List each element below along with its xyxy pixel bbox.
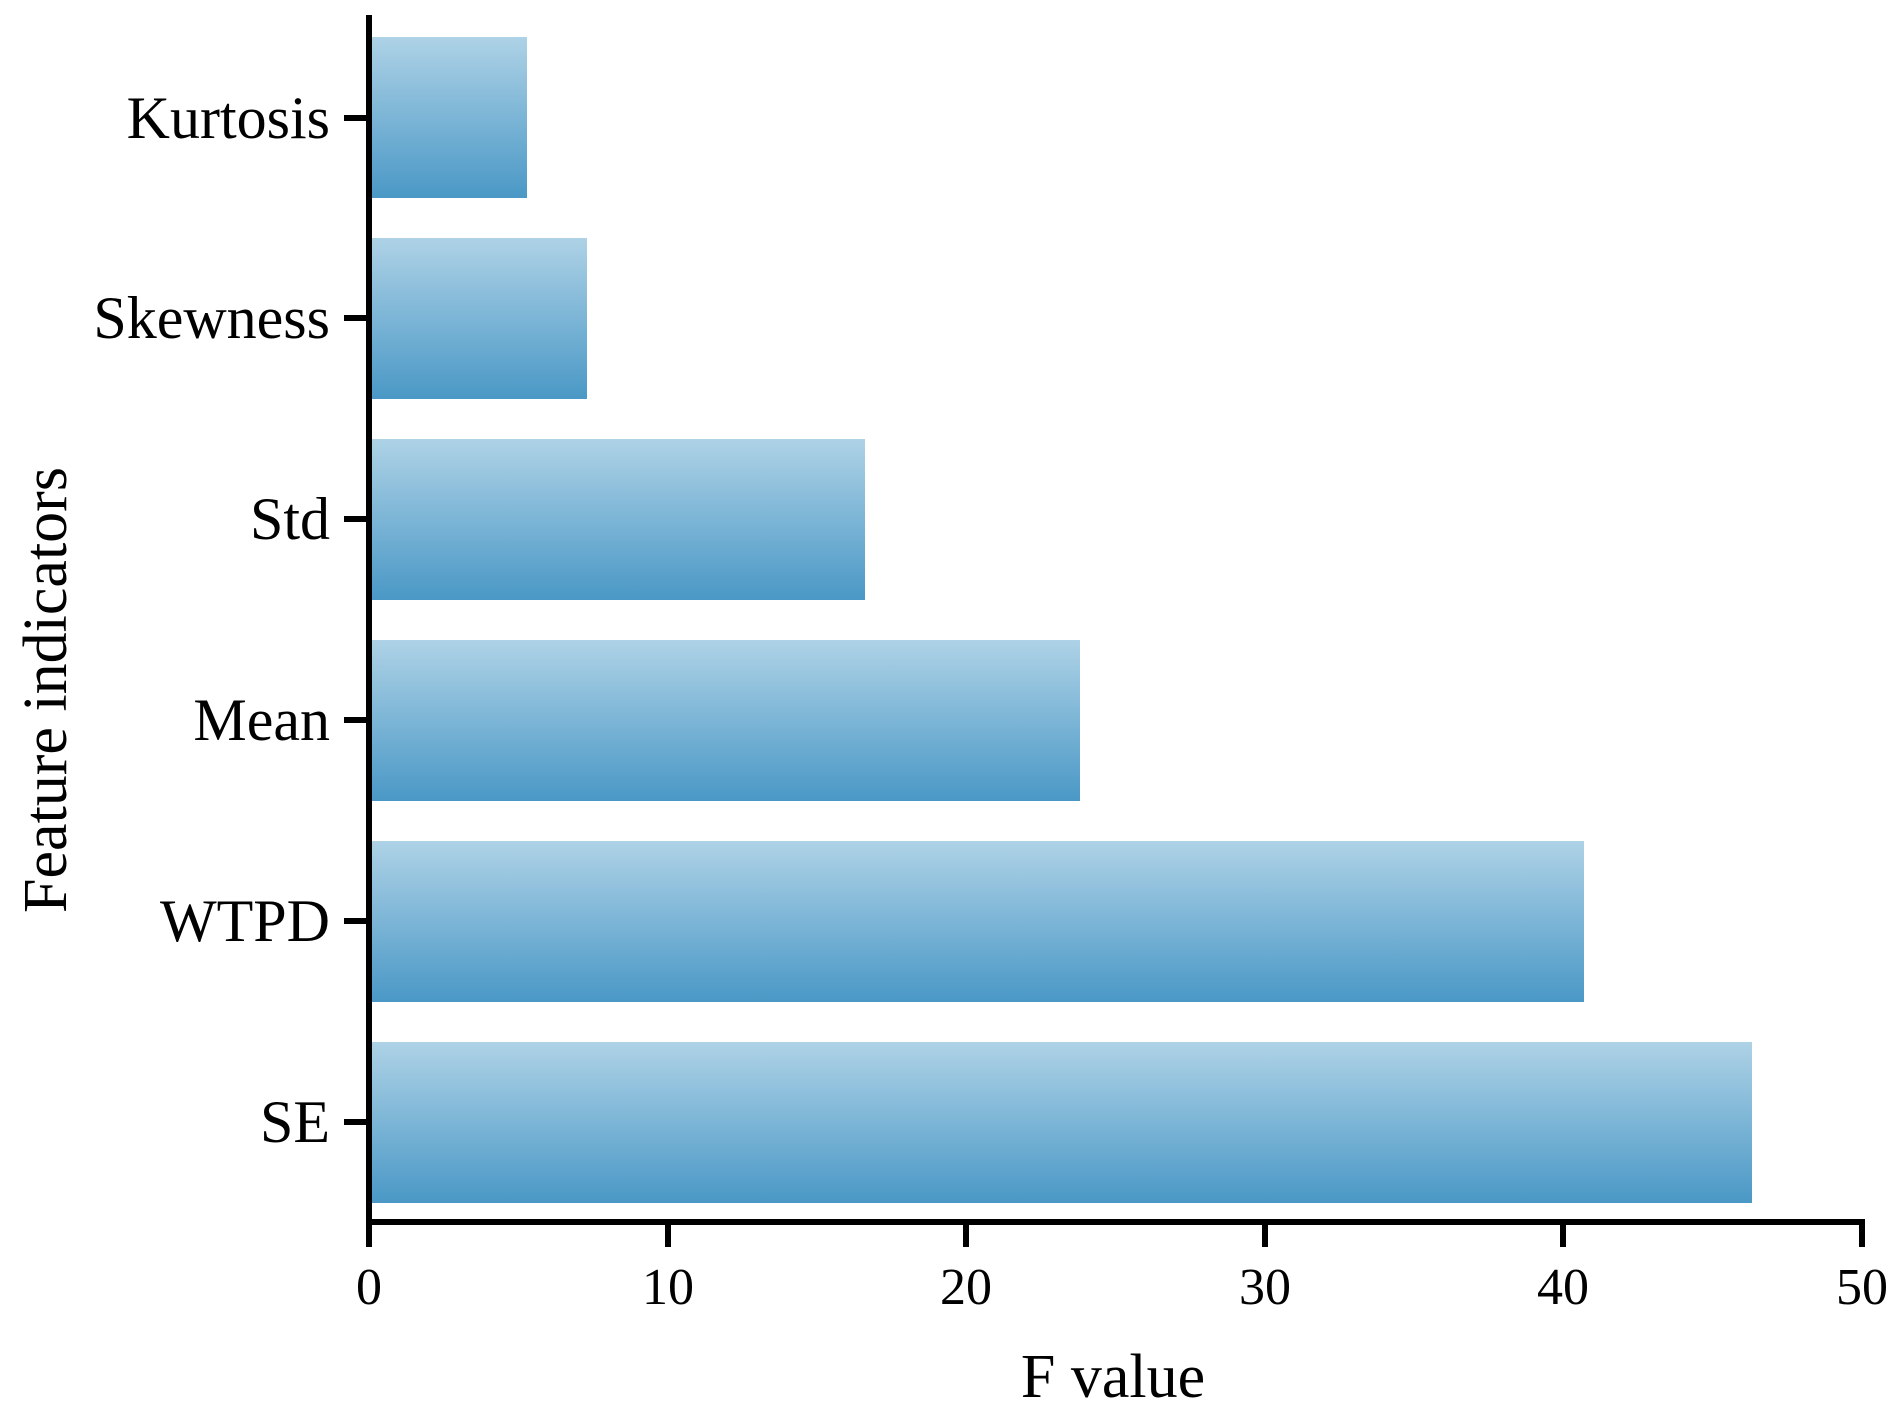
y-axis-title: Feature indicators (12, 467, 80, 913)
bar-skewness (372, 238, 587, 399)
x-tick-50 (1859, 1225, 1865, 1247)
x-axis-spine (366, 1219, 1865, 1225)
bar-mean (372, 640, 1080, 801)
category-label-wtpd: WTPD (160, 888, 330, 954)
category-label-std: Std (249, 486, 330, 552)
x-tick-0 (366, 1225, 372, 1247)
y-tick-mean (344, 717, 366, 723)
x-tick-label-10: 10 (642, 1259, 694, 1316)
x-tick-label-40: 40 (1537, 1259, 1589, 1316)
y-tick-wtpd (344, 918, 366, 924)
y-axis-spine (366, 15, 372, 1225)
y-tick-kurtosis (344, 115, 366, 121)
category-label-se: SE (259, 1089, 330, 1155)
category-label-skewness: Skewness (93, 285, 330, 351)
category-label-mean: Mean (193, 687, 330, 753)
bar-kurtosis (372, 37, 527, 198)
x-tick-30 (1262, 1225, 1268, 1247)
x-axis-title: F value (1020, 1343, 1206, 1411)
x-tick-label-20: 20 (940, 1259, 992, 1316)
y-tick-se (344, 1119, 366, 1125)
x-tick-20 (963, 1225, 969, 1247)
bar-wtpd (372, 841, 1584, 1002)
y-tick-skewness (344, 315, 366, 321)
y-tick-std (344, 516, 366, 522)
bar-se (372, 1042, 1752, 1203)
x-tick-40 (1560, 1225, 1566, 1247)
category-label-kurtosis: Kurtosis (126, 85, 330, 151)
x-tick-label-50: 50 (1836, 1259, 1888, 1316)
x-tick-label-0: 0 (356, 1259, 382, 1316)
x-tick-label-30: 30 (1239, 1259, 1291, 1316)
x-tick-10 (665, 1225, 671, 1247)
bar-std (372, 439, 865, 600)
